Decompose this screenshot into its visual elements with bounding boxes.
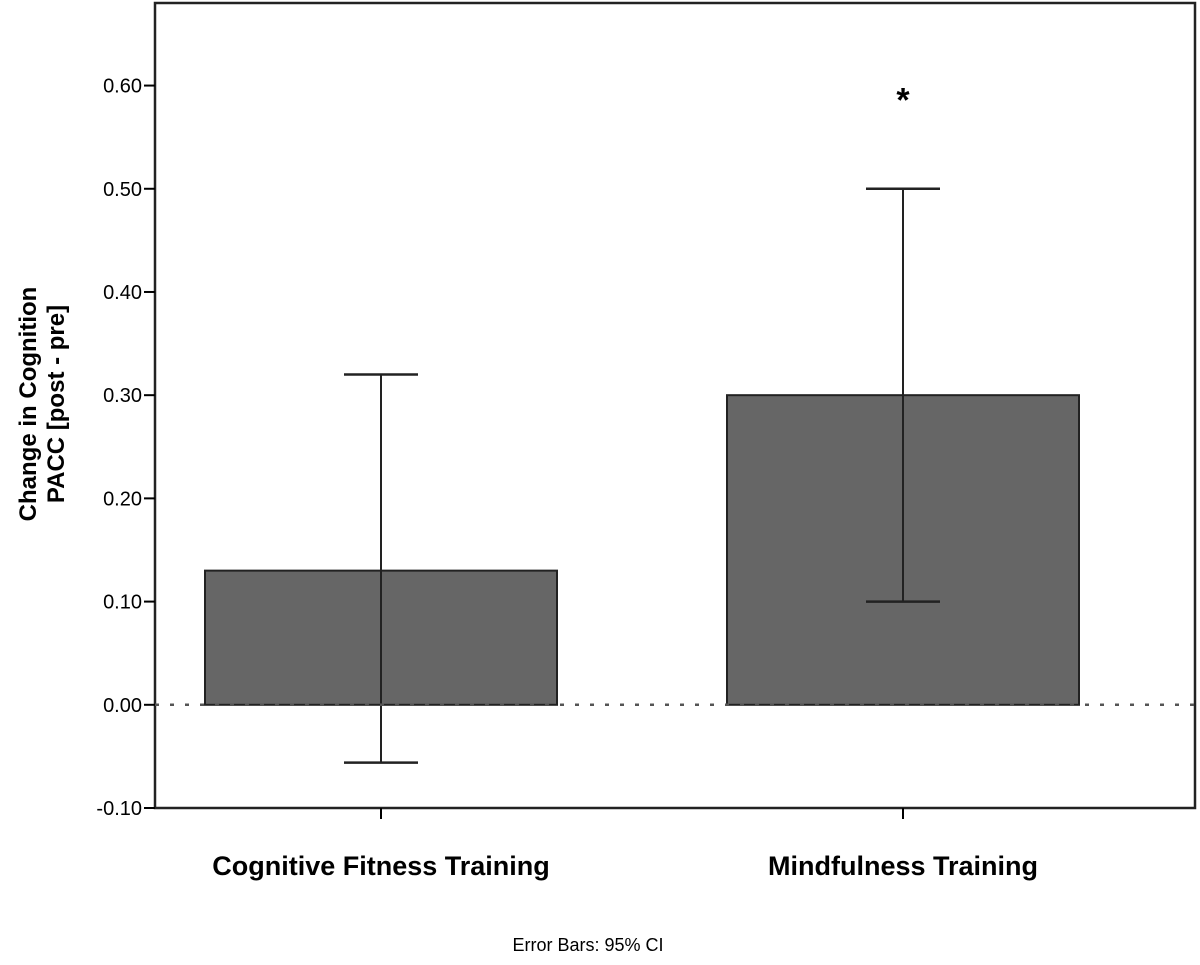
y-tick-label: 0.00: [103, 695, 142, 717]
y-tick-label: 0.20: [103, 488, 142, 510]
y-tick-label: 0.40: [103, 282, 142, 304]
footnote: Error Bars: 95% CI: [512, 935, 663, 955]
significance-marker: *: [896, 81, 910, 119]
y-axis-title-line2: PACC [post - pre]: [43, 305, 70, 503]
x-tick-label: Cognitive Fitness Training: [212, 851, 550, 881]
y-tick-label: 0.30: [103, 385, 142, 407]
y-tick-label: -0.10: [96, 798, 142, 820]
y-tick-label: 0.60: [103, 76, 142, 98]
y-tick-label: 0.10: [103, 592, 142, 614]
y-tick-label: 0.50: [103, 179, 142, 201]
x-tick-label: Mindfulness Training: [768, 851, 1038, 881]
y-axis-title-line1: Change in Cognition: [15, 287, 42, 522]
plot-frame: [153, 1, 1197, 810]
